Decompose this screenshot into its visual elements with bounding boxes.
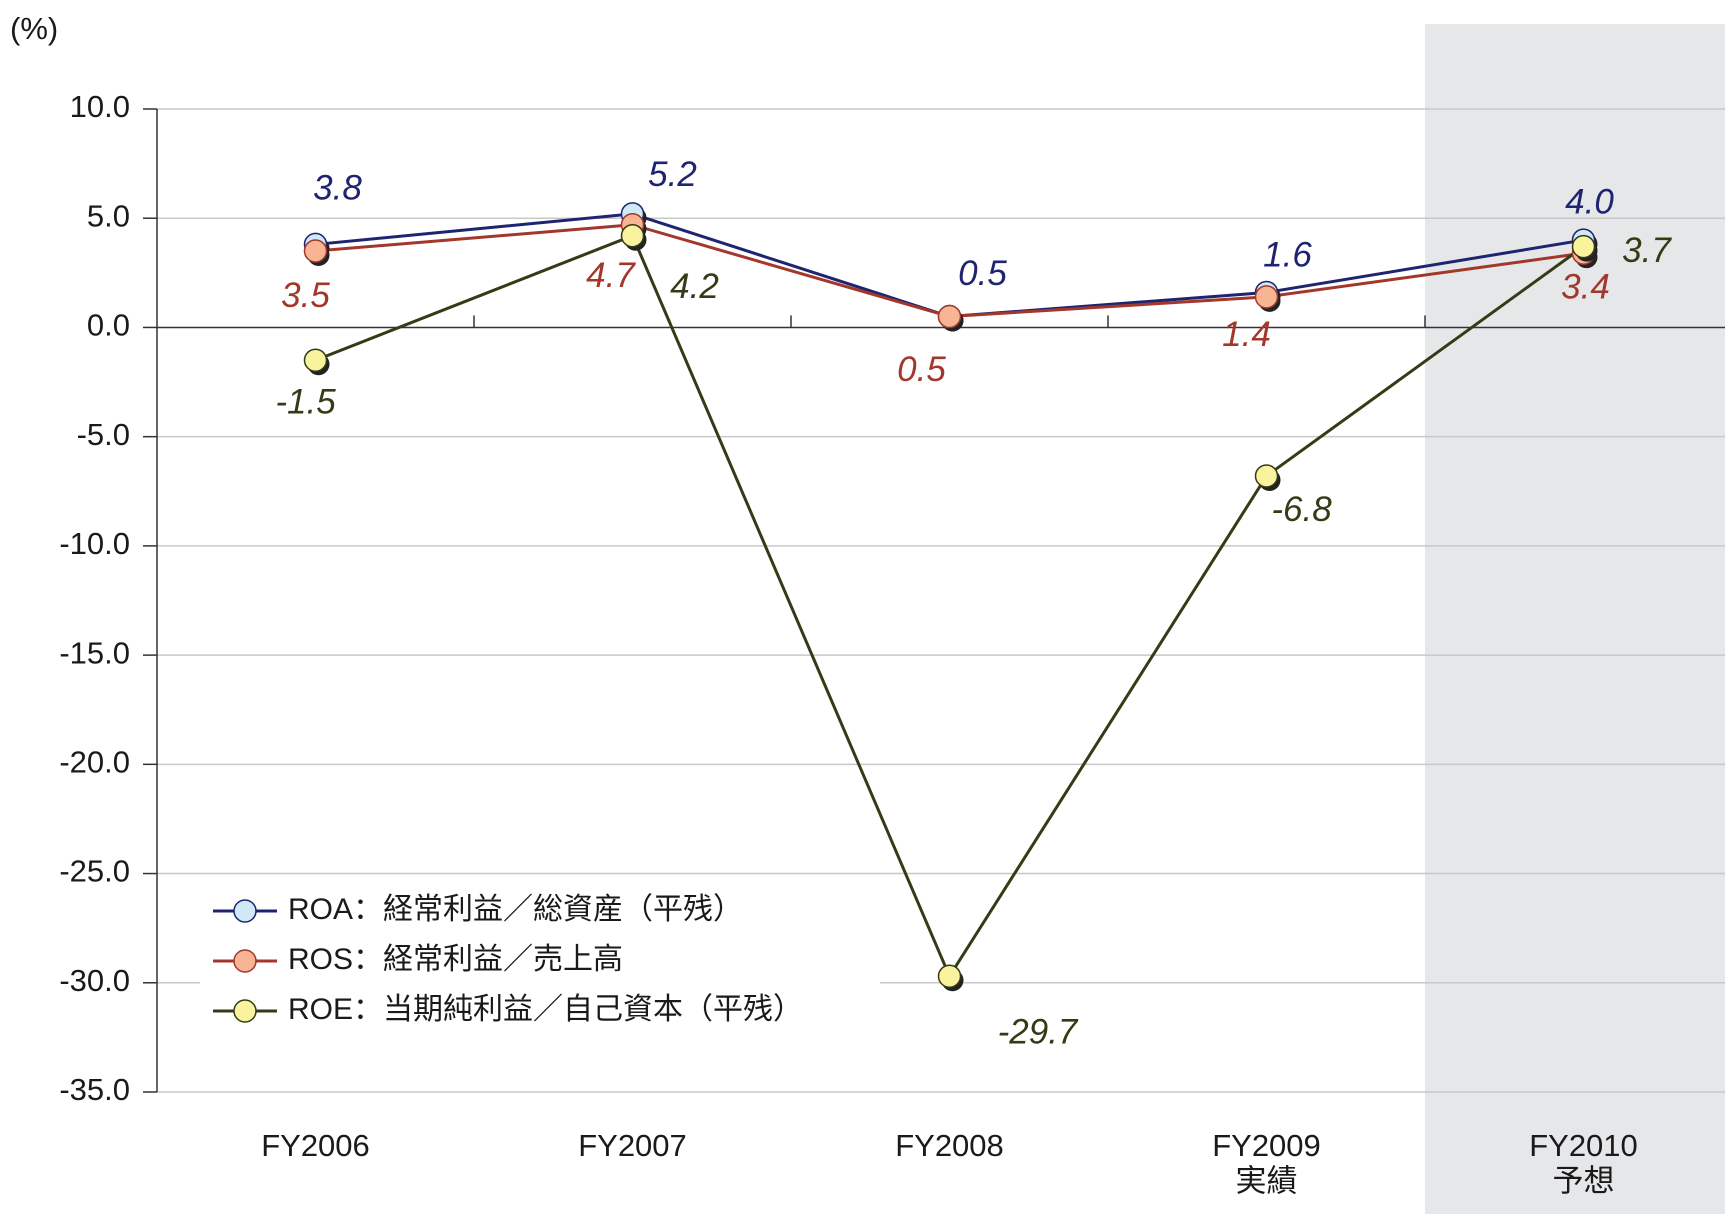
x-tick-label: FY2010 予想 bbox=[1529, 1128, 1638, 1199]
marker bbox=[303, 348, 328, 372]
value-label: -6.8 bbox=[1271, 490, 1332, 529]
value-label: 4.7 bbox=[586, 256, 636, 295]
value-label: 3.4 bbox=[1561, 267, 1610, 306]
y-tick-label: -10.0 bbox=[59, 526, 130, 561]
y-tick-label: -5.0 bbox=[77, 417, 130, 452]
value-label: -1.5 bbox=[275, 382, 336, 421]
x-tick-label: FY2007 bbox=[578, 1128, 687, 1163]
marker bbox=[303, 239, 328, 263]
legend-label: ROE：当期純利益／自己資本（平残） bbox=[288, 993, 803, 1026]
y-tick-label: -20.0 bbox=[59, 745, 130, 780]
y-tick-label: -30.0 bbox=[59, 963, 130, 998]
legend-marker bbox=[233, 949, 257, 973]
y-tick-label: 5.0 bbox=[87, 198, 130, 233]
value-label: 3.8 bbox=[313, 169, 362, 208]
legend-marker bbox=[233, 999, 257, 1023]
value-label: 1.4 bbox=[1222, 315, 1271, 354]
value-label: 5.2 bbox=[648, 155, 697, 194]
y-axis-unit: (%) bbox=[10, 11, 58, 46]
series-line bbox=[314, 233, 1585, 980]
value-label: 3.7 bbox=[1622, 231, 1672, 270]
value-label: -29.7 bbox=[998, 1012, 1079, 1051]
x-tick-label: FY2009 実績 bbox=[1212, 1128, 1321, 1199]
marker bbox=[1254, 464, 1279, 488]
value-label: 4.0 bbox=[1565, 182, 1614, 221]
value-label: 0.5 bbox=[958, 254, 1007, 293]
series-line bbox=[315, 212, 1584, 319]
value-label: 4.2 bbox=[670, 267, 719, 306]
y-tick-label: 10.0 bbox=[70, 89, 130, 124]
marker bbox=[937, 964, 962, 988]
value-label: 0.5 bbox=[897, 350, 946, 389]
y-tick-label: -15.0 bbox=[59, 635, 130, 670]
marker bbox=[1254, 285, 1279, 309]
legend-label: ROA：経常利益／総資産（平残） bbox=[288, 893, 743, 926]
y-tick-label: 0.0 bbox=[87, 308, 130, 343]
marker bbox=[620, 223, 645, 248]
x-tick-label: FY2008 bbox=[895, 1128, 1004, 1163]
legend-marker bbox=[233, 899, 257, 923]
forecast-shade bbox=[1425, 24, 1725, 1214]
value-label: 3.5 bbox=[281, 276, 330, 315]
legend-bg bbox=[200, 880, 880, 1035]
y-tick-label: -35.0 bbox=[59, 1072, 130, 1107]
legend-label: ROS：経常利益／売上高 bbox=[288, 943, 623, 976]
x-tick-label: FY2006 bbox=[261, 1128, 370, 1163]
marker bbox=[937, 304, 962, 329]
marker bbox=[1571, 234, 1596, 259]
y-tick-label: -25.0 bbox=[59, 854, 130, 889]
value-label: 1.6 bbox=[1263, 236, 1312, 275]
